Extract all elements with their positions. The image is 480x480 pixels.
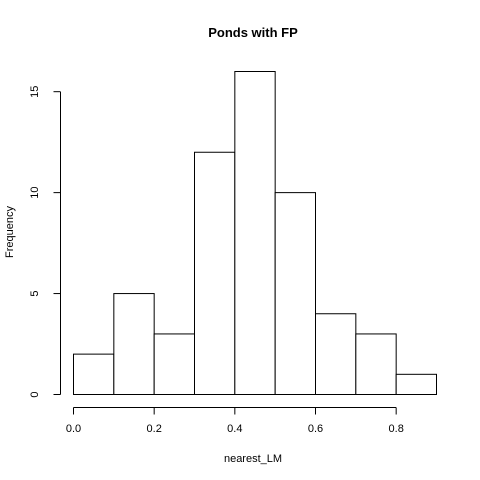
x-tick-label-4: 0.8 [389,423,404,435]
x-tick-label-0: 0.0 [66,423,81,435]
histogram-bar-8 [395,373,437,395]
histogram-bar-4 [234,71,276,395]
histogram-bar-7 [355,333,397,395]
histogram-bar-2 [153,333,196,395]
x-tick-label-2: 0.4 [227,423,242,435]
y-tick-label-0: 0 [29,391,41,397]
y-axis: 0 5 10 15 [29,86,61,398]
histogram-bars [73,71,437,395]
x-axis: 0.0 0.2 0.4 0.6 0.8 [66,407,404,435]
histogram-bar-5 [274,192,316,395]
x-axis-label: nearest_LM [224,453,282,465]
chart-title: Ponds with FP [208,25,298,40]
x-tick-label-3: 0.6 [308,423,323,435]
histogram-bar-6 [315,313,357,395]
histogram-bar-3 [194,151,236,395]
histogram-bar-0 [73,353,115,395]
y-tick-label-2: 10 [29,187,41,199]
histogram-bar-1 [113,293,155,395]
y-tick-label-1: 5 [29,291,41,297]
y-tick-label-3: 15 [29,86,41,98]
y-axis-label: Frequency [4,206,16,258]
x-tick-label-1: 0.2 [147,423,162,435]
